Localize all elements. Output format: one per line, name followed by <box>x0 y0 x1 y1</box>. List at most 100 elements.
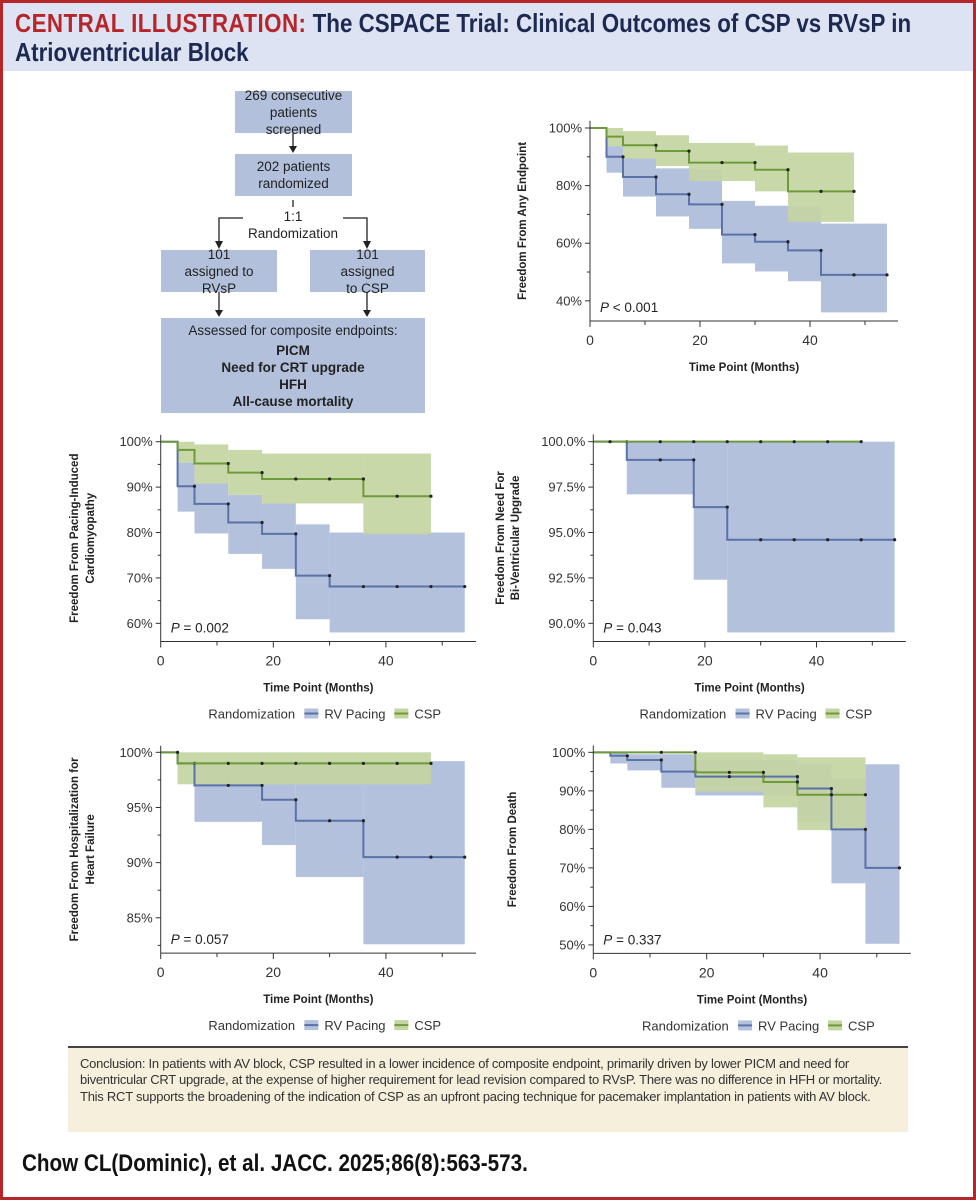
y-axis-title: Heart Failure <box>85 814 97 884</box>
y-tick-label: 92.5% <box>548 570 585 585</box>
rv-censor-mark <box>658 458 662 462</box>
flow-box-csp: 101 assigned to CSP <box>310 247 425 296</box>
x-tick-label: 40 <box>802 332 818 348</box>
legend: Randomization RV Pacing CSP <box>642 1018 875 1033</box>
arrow-to-rvsp <box>218 217 243 243</box>
csp-censor-mark <box>654 143 658 147</box>
header-band: CENTRAL ILLUSTRATION: The CSPACE Trial: … <box>3 3 973 71</box>
rv-ci-band <box>722 200 755 264</box>
csp-censor-mark <box>658 440 662 444</box>
csp-censor-mark <box>863 793 868 797</box>
rv-ci-band <box>627 754 662 771</box>
csp-survival-line <box>160 751 431 765</box>
arrowhead-icon <box>215 241 223 249</box>
rv-censor-mark <box>463 855 467 859</box>
rv-ci-band <box>295 524 330 620</box>
rv-ci-band <box>656 168 689 217</box>
csp-censor-mark <box>795 780 800 784</box>
csp-censor-mark <box>395 494 399 498</box>
y-axis-title: Freedom From Need For <box>495 471 507 605</box>
flow-arrows <box>215 133 371 317</box>
rv-ci-band <box>755 205 788 272</box>
y-tick-label: 90.0% <box>548 616 585 631</box>
y-tick-label: 100% <box>552 745 586 760</box>
flow-box-endpoints: Assessed for composite endpoints: PICM N… <box>161 318 425 413</box>
csp-ci-band <box>763 754 798 808</box>
p-value-text: = 0.043 <box>616 621 661 636</box>
x-tick-label: 40 <box>812 964 828 980</box>
csp-censor-mark <box>294 477 298 481</box>
flow-randomization: Randomization <box>247 226 339 241</box>
csp-censor-mark <box>608 440 612 444</box>
rv-survival-line <box>590 127 887 276</box>
rv-survival-line <box>160 440 465 588</box>
km-chart-5: 100% 90% 80% 70% 60% 50% 0 20 40 Time Point (Mont… <box>507 745 911 1033</box>
rv-censor-mark <box>294 532 298 536</box>
p-value-text: < 0.001 <box>613 300 658 315</box>
rv-censor-mark <box>885 273 889 277</box>
x-tick-label: 20 <box>266 653 282 669</box>
arrowhead-icon <box>363 310 371 317</box>
y-tick-label: 70% <box>559 860 585 875</box>
rv-censor-mark <box>654 175 658 179</box>
page-title: CENTRAL ILLUSTRATION: The CSPACE Trial: … <box>15 9 944 67</box>
rv-censor-mark <box>625 754 629 758</box>
legend-label-csp: CSP <box>846 707 873 722</box>
rv-censor-mark <box>795 775 800 779</box>
rv-censor-mark <box>260 520 264 525</box>
rv-censor-mark <box>852 273 856 277</box>
rv-censor-mark <box>463 584 467 589</box>
legend: Randomization RV Pacing CSP <box>208 1018 441 1033</box>
km-chart-2: 100% 90% 80% 70% 60% 0 20 40 Time Point (Months)… <box>69 434 476 722</box>
rv-censor-mark <box>725 505 729 509</box>
csp-censor-mark <box>361 477 365 481</box>
flow-randomization-label: 1:1 Randomization <box>243 208 343 242</box>
rv-censor-mark <box>328 819 332 823</box>
rv-ci-band <box>821 223 887 313</box>
csp-censor-mark <box>725 440 729 444</box>
csp-censor-mark <box>819 189 823 193</box>
y-tick-label: 95% <box>127 800 153 815</box>
y-tick-label: 80% <box>559 822 585 837</box>
rv-ci-band <box>693 441 728 580</box>
y-axis-title: Freedom From Hospitalization for <box>69 757 81 942</box>
csp-censor-mark <box>727 770 731 774</box>
flow-assessed-text: Assessed for composite endpoints: <box>188 322 398 338</box>
p-label: P <box>603 621 612 636</box>
arrowhead-icon <box>363 241 371 249</box>
rv-ci-band <box>262 503 296 569</box>
rv-censor-mark <box>361 819 365 823</box>
rv-censor-mark <box>395 855 399 859</box>
rv-censor-mark <box>226 502 230 506</box>
rv-censor-mark <box>819 248 823 253</box>
x-tick-label: 20 <box>266 964 282 980</box>
legend-label-rv: RV Pacing <box>756 707 817 722</box>
x-tick-label: 0 <box>157 964 165 980</box>
y-tick-label: 100% <box>119 434 153 449</box>
csp-ci-band <box>755 145 788 192</box>
y-axis-title: Freedom From Any Endpoint <box>517 142 529 300</box>
csp-censor-mark <box>395 761 399 765</box>
csp-survival-line <box>593 751 866 796</box>
p-label: P <box>600 300 609 315</box>
csp-censor-mark <box>786 168 790 172</box>
legend: Randomization RV Pacing CSP <box>208 707 441 722</box>
x-tick-label: 0 <box>157 653 165 669</box>
p-value: P = 0.002 <box>171 621 229 636</box>
csp-censor-mark <box>761 770 765 774</box>
csp-censor-mark <box>720 160 724 165</box>
csp-censor-mark <box>260 470 264 475</box>
y-tick-label: 60% <box>556 236 582 251</box>
rv-ci-band <box>363 761 465 945</box>
p-value: P = 0.043 <box>603 621 661 636</box>
flow-box-rvsp: 101 assigned to RVsP <box>161 247 277 296</box>
x-axis-title: Time Point (Months) <box>263 994 373 1006</box>
y-axis-title: Cardiomyopathy <box>85 492 97 583</box>
x-tick-label: 0 <box>586 332 594 348</box>
flow-box-randomized: 202 patients randomized <box>235 154 352 196</box>
rv-censor-mark <box>826 538 830 542</box>
legend: Randomization RV Pacing CSP <box>640 707 873 722</box>
legend-title: Randomization <box>208 1018 295 1033</box>
